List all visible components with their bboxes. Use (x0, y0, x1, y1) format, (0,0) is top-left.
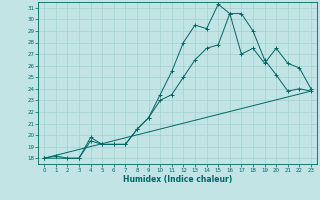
X-axis label: Humidex (Indice chaleur): Humidex (Indice chaleur) (123, 175, 232, 184)
